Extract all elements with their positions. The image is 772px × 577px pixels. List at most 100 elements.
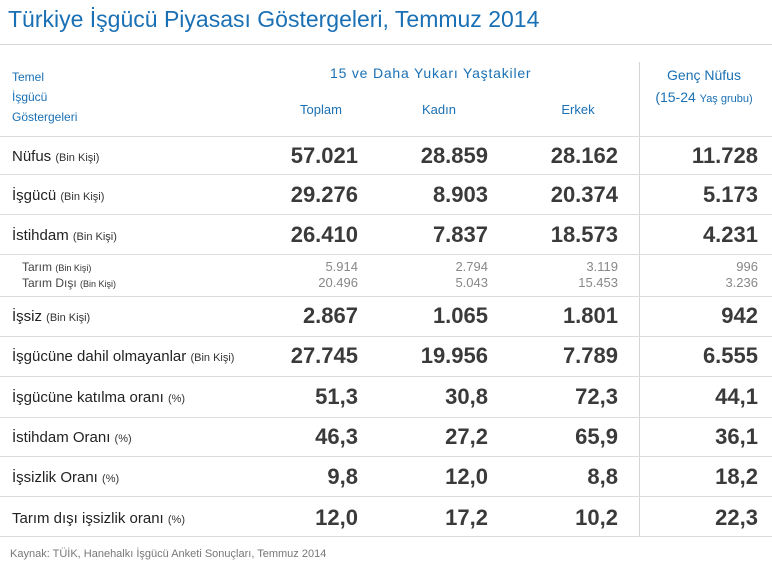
cell-kadin: 28.859 <box>420 143 488 168</box>
row-divider <box>0 496 772 497</box>
row-label: Tarım (Bin Kişi) <box>22 260 91 274</box>
cell-toplam: 46,3 <box>315 424 358 449</box>
cell-kadin: 12,0 <box>445 464 488 489</box>
cell-erkek: 20.374 <box>550 182 618 207</box>
cell-kadin: 17,2 <box>445 505 488 530</box>
cell-toplam: 51,3 <box>315 384 358 409</box>
row-divider <box>0 174 772 175</box>
row-divider <box>0 536 772 537</box>
cell-erkek: 1.801 <box>562 303 618 328</box>
cell-erkek: 72,3 <box>575 384 618 409</box>
header-temel-line1: Temel <box>12 70 45 84</box>
row-divider <box>0 214 772 215</box>
row-label-text: Tarım Dışı <box>22 276 77 290</box>
row-label-text: İstihdam Oranı <box>12 429 111 446</box>
cell-kadin: 30,8 <box>445 384 488 409</box>
cell-genc: 36,1 <box>715 424 758 449</box>
cell-genc: 996 <box>736 259 758 274</box>
cell-genc: 942 <box>721 303 758 328</box>
title-divider <box>0 44 772 45</box>
cell-toplam: 26.410 <box>290 222 358 247</box>
row-unit: (%) <box>102 473 120 485</box>
row-label: Nüfus (Bin Kişi) <box>12 148 99 165</box>
row-label: İşgücüne dahil olmayanlar (Bin Kişi) <box>12 348 234 365</box>
cell-toplam: 9,8 <box>327 464 358 489</box>
row-divider <box>0 136 772 137</box>
row-label: Tarım Dışı (Bin Kişi) <box>22 276 116 290</box>
row-divider <box>0 254 772 255</box>
cell-genc: 18,2 <box>715 464 758 489</box>
cell-genc: 5.173 <box>702 182 758 207</box>
header-genc-line2: (15-24 Yaş grubu) <box>640 86 768 110</box>
header-genc-line1: Genç Nüfus <box>667 67 741 83</box>
cell-toplam: 29.276 <box>290 182 358 207</box>
row-unit: (Bin Kişi) <box>46 312 91 324</box>
row-label: İşsiz (Bin Kişi) <box>12 308 90 325</box>
row-label-text: İşgücüne katılma oranı <box>12 389 164 406</box>
cell-erkek: 3.119 <box>586 259 618 274</box>
source-note: Kaynak: TÜİK, Hanehalkı İşgücü Anketi So… <box>10 548 327 560</box>
row-label-text: Tarım dışı işsizlik oranı <box>12 510 164 527</box>
header-col-toplam: Toplam <box>300 102 342 117</box>
header-genc-age: (15-24 <box>655 89 696 105</box>
cell-toplam: 20.496 <box>318 275 358 290</box>
page-title: Türkiye İşgücü Piyasası Göstergeleri, Te… <box>8 6 540 32</box>
cell-erkek: 8,8 <box>587 464 618 489</box>
header-temel-line3: Göstergeleri <box>12 110 78 124</box>
row-unit: (Bin Kişi) <box>80 279 117 289</box>
cell-genc: 6.555 <box>702 343 758 368</box>
cell-toplam: 2.867 <box>302 303 358 328</box>
row-label-text: İşgücü <box>12 187 57 204</box>
row-label-text: İstihdam <box>12 227 69 244</box>
row-label: İşgücüne katılma oranı (%) <box>12 389 185 406</box>
header-col-kadin: Kadın <box>422 102 456 117</box>
cell-toplam: 27.745 <box>290 343 358 368</box>
cell-kadin: 27,2 <box>445 424 488 449</box>
cell-toplam: 12,0 <box>315 505 358 530</box>
row-label-text: İşsizlik Oranı <box>12 469 98 486</box>
row-label: İstihdam (Bin Kişi) <box>12 227 117 244</box>
header-col-erkek: Erkek <box>561 102 595 117</box>
row-divider <box>0 456 772 457</box>
row-label-text: Tarım <box>22 260 52 274</box>
cell-genc: 3.236 <box>725 275 758 290</box>
cell-erkek: 15.453 <box>578 275 618 290</box>
cell-kadin: 1.065 <box>432 303 488 328</box>
row-label: İşgücü (Bin Kişi) <box>12 187 104 204</box>
cell-kadin: 8.903 <box>432 182 488 207</box>
header-age-group: 15 ve Daha Yukarı Yaştakiler <box>330 65 532 81</box>
row-unit: (Bin Kişi) <box>60 191 105 203</box>
cell-erkek: 18.573 <box>550 222 618 247</box>
header-temel-line2: İşgücü <box>12 90 48 104</box>
row-unit: (%) <box>167 514 185 526</box>
header-genc-nufus: Genç Nüfus (15-24 Yaş grubu) <box>640 64 768 110</box>
row-divider <box>0 417 772 418</box>
row-unit: (%) <box>114 433 132 445</box>
cell-genc: 4.231 <box>702 222 758 247</box>
row-label-text: İşgücüne dahil olmayanlar <box>12 348 187 365</box>
cell-genc: 44,1 <box>715 384 758 409</box>
cell-kadin: 19.956 <box>420 343 488 368</box>
row-divider <box>0 336 772 337</box>
row-divider <box>0 296 772 297</box>
row-unit: (%) <box>167 393 186 405</box>
row-unit: (Bin Kişi) <box>72 231 117 243</box>
row-label: İşsizlik Oranı (%) <box>12 469 119 486</box>
row-unit: (Bin Kişi) <box>55 263 92 273</box>
row-label: İstihdam Oranı (%) <box>12 429 132 446</box>
row-label: Tarım dışı işsizlik oranı (%) <box>12 510 185 527</box>
row-label-text: İşsiz <box>12 308 42 325</box>
cell-kadin: 7.837 <box>432 222 488 247</box>
cell-kadin: 2.794 <box>455 259 488 274</box>
cell-genc: 11.728 <box>691 143 758 168</box>
cell-kadin: 5.043 <box>455 275 488 290</box>
header-temel: Temel İşgücü Göstergeleri <box>12 67 77 127</box>
row-label-text: Nüfus <box>12 148 52 165</box>
cell-erkek: 10,2 <box>575 505 618 530</box>
cell-erkek: 28.162 <box>550 143 618 168</box>
cell-erkek: 7.789 <box>562 343 618 368</box>
column-separator <box>639 62 640 536</box>
row-unit: (Bin Kişi) <box>190 352 235 364</box>
cell-genc: 22,3 <box>715 505 758 530</box>
row-divider <box>0 376 772 377</box>
